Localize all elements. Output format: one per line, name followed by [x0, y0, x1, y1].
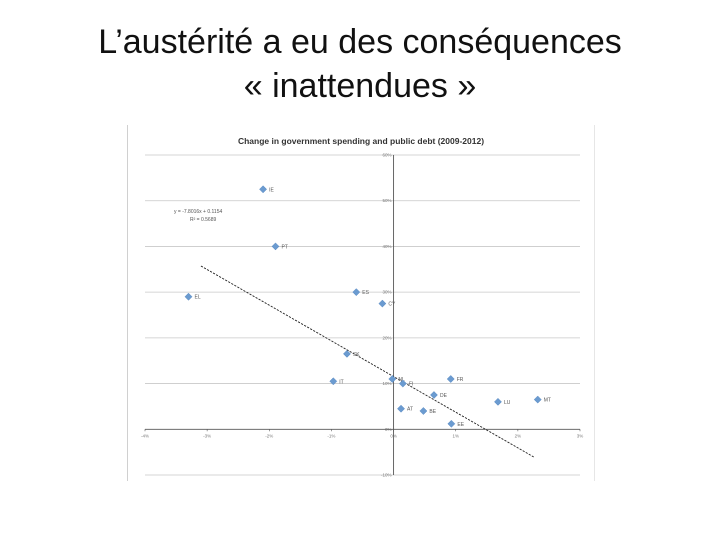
y-tick-label: -10%	[381, 473, 392, 478]
data-point-ee	[447, 419, 456, 428]
x-tick-label: -1%	[327, 433, 335, 438]
y-tick-label: 10%	[383, 381, 392, 386]
x-tick-label: 3%	[577, 433, 584, 438]
data-point-be	[419, 407, 428, 415]
axis-layer: -10%0%10%20%30%40%50%60%-4% -3% -2% -1% 0% 1%…	[141, 153, 583, 478]
data-point-fi	[399, 379, 407, 388]
y-tick-label: 60%	[383, 153, 392, 158]
x-tick-label: -2%	[265, 433, 273, 438]
y-tick-label: 20%	[383, 335, 392, 340]
data-label-lu: LU	[504, 400, 511, 406]
y-tick-label: 30%	[383, 290, 392, 295]
data-point-ie	[259, 185, 267, 194]
trendline-equation: y = -7.8016x + 0.1154 R² = 0.5689	[174, 209, 222, 223]
chart-frame: Change in government spending and public…	[127, 125, 595, 481]
data-label-be: BE	[429, 409, 436, 415]
data-point-es	[352, 288, 361, 297]
x-tick-label: 0%	[390, 433, 397, 438]
data-point-lu	[494, 397, 502, 406]
y-tick-label: 40%	[383, 244, 392, 249]
data-label-nl: NL	[398, 377, 405, 383]
scatter-chart: Change in government spending and public…	[141, 136, 583, 478]
trendline-r-squared: R² = 0.5689	[190, 217, 216, 223]
x-tick-label: 1%	[452, 433, 459, 438]
data-point-cy	[378, 299, 387, 308]
data-label-fi: FI	[409, 382, 413, 388]
data-label-es: ES	[362, 290, 369, 296]
data-label-at: AT	[407, 407, 413, 413]
data-point-fr	[446, 375, 455, 383]
slide-title-line-1: L’austérité a eu des conséquences	[98, 23, 622, 61]
x-tick-label: 2%	[515, 433, 522, 438]
y-tick-label: 50%	[383, 198, 392, 203]
x-tick-label: -4%	[141, 433, 149, 438]
data-point-it	[329, 377, 338, 386]
data-label-ee: EE	[457, 422, 464, 428]
data-point-at	[397, 404, 405, 413]
data-label-it: IT	[339, 379, 343, 385]
data-label-de: DE	[440, 393, 448, 399]
data-label-ie: IE	[269, 187, 274, 193]
grid-layer	[145, 154, 580, 476]
data-label-el: EL	[195, 295, 201, 301]
trendline	[200, 265, 535, 458]
slide-title-line-2: « inattendues »	[243, 67, 477, 105]
data-point-el	[184, 292, 193, 301]
data-label-cy: CY	[388, 302, 396, 308]
point-layer: IE PT EL ES CY SK IT NL FI FR DE AT BE EE LU MT	[184, 185, 551, 428]
data-point-de	[430, 391, 438, 399]
chart-title: Change in government spending and public…	[238, 136, 484, 146]
trend-layer	[200, 265, 535, 458]
data-label-fr: FR	[457, 377, 464, 383]
data-label-sk: SK	[353, 352, 360, 358]
data-label-pt: PT	[282, 244, 288, 250]
slide-title: L’austérité a eu des conséquences « inat…	[0, 20, 720, 108]
trendline-equation-text: y = -7.8016x + 0.1154	[174, 209, 222, 215]
data-label-mt: MT	[544, 398, 551, 404]
data-point-nl	[388, 375, 397, 383]
data-point-mt	[533, 395, 542, 404]
x-tick-label: -3%	[203, 433, 211, 438]
data-point-pt	[271, 242, 280, 251]
data-point-sk	[343, 349, 351, 358]
